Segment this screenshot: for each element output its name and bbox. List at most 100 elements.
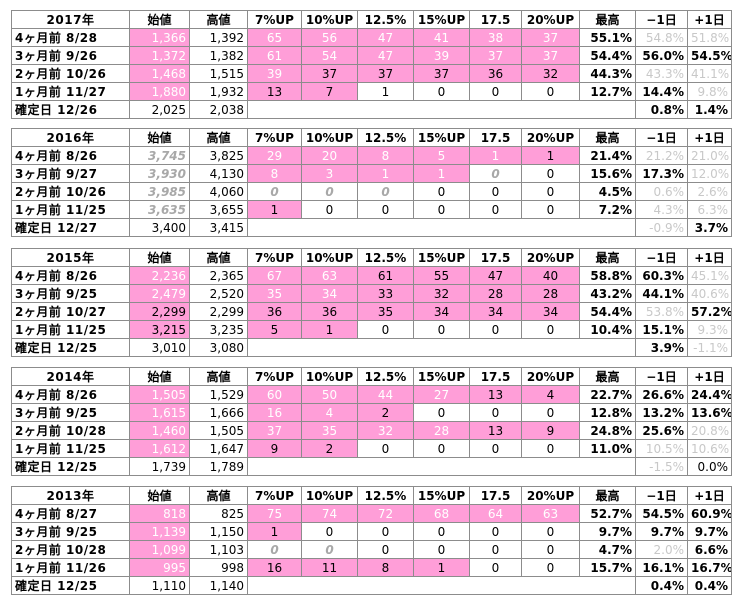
minus1-rate[interactable]: 2.0%	[635, 540, 688, 559]
count-c10[interactable]: 74	[301, 504, 358, 523]
column-header-p7[interactable]: 7%UP	[247, 128, 302, 147]
minus1-rate[interactable]: 17.3%	[635, 164, 688, 183]
open-price[interactable]: 3,215	[129, 320, 190, 339]
plus1-rate[interactable]: 0.0%	[687, 457, 732, 476]
open-price[interactable]: 1,139	[129, 522, 190, 541]
count-c125[interactable]: 33	[357, 284, 414, 303]
high-price[interactable]: 2,038	[189, 100, 248, 119]
count-c125[interactable]: 8	[357, 558, 414, 577]
empty-cell[interactable]	[247, 457, 636, 476]
open-price[interactable]: 2,299	[129, 302, 190, 321]
count-c7[interactable]: 0	[247, 540, 302, 559]
count-c175[interactable]: 0	[469, 403, 522, 422]
column-header-max[interactable]: 最高	[579, 248, 636, 267]
column-header-p125[interactable]: 12.5%	[357, 367, 414, 386]
open-price[interactable]: 995	[129, 558, 190, 577]
plus1-rate[interactable]: 9.8%	[687, 82, 732, 101]
count-c125[interactable]: 0	[357, 320, 414, 339]
column-header-high[interactable]: 高値	[189, 248, 248, 267]
count-c10[interactable]: 0	[301, 182, 358, 201]
max-rate[interactable]: 22.7%	[579, 385, 636, 404]
count-c20[interactable]: 37	[521, 46, 580, 65]
high-price[interactable]: 825	[189, 504, 248, 523]
count-c15[interactable]: 5	[413, 146, 470, 165]
minus1-rate[interactable]: -1.5%	[635, 457, 688, 476]
count-c175[interactable]: 38	[469, 28, 522, 47]
count-c20[interactable]: 34	[521, 302, 580, 321]
column-header-p175[interactable]: 17.5	[469, 486, 522, 505]
plus1-rate[interactable]: 12.0%	[687, 164, 732, 183]
count-c10[interactable]: 0	[301, 540, 358, 559]
open-price[interactable]: 1,612	[129, 439, 190, 458]
minus1-rate[interactable]: 54.5%	[635, 504, 688, 523]
row-label[interactable]: 1ヶ月前 11/27	[11, 82, 130, 101]
count-c175[interactable]: 0	[469, 164, 522, 183]
count-c10[interactable]: 54	[301, 46, 358, 65]
empty-cell[interactable]	[247, 576, 636, 595]
row-label[interactable]: 2ヶ月前 10/28	[11, 421, 130, 440]
count-c7[interactable]: 0	[247, 182, 302, 201]
count-c7[interactable]: 35	[247, 284, 302, 303]
open-price[interactable]: 1,099	[129, 540, 190, 559]
count-c7[interactable]: 8	[247, 164, 302, 183]
count-c15[interactable]: 41	[413, 28, 470, 47]
max-rate[interactable]: 9.7%	[579, 522, 636, 541]
row-label[interactable]: 確定日 12/25	[11, 457, 130, 476]
count-c15[interactable]: 0	[413, 540, 470, 559]
minus1-rate[interactable]: 14.4%	[635, 82, 688, 101]
minus1-rate[interactable]: 26.6%	[635, 385, 688, 404]
count-c7[interactable]: 16	[247, 403, 302, 422]
open-price[interactable]: 2,236	[129, 266, 190, 285]
year-label[interactable]: 2017年	[11, 10, 130, 29]
column-header-plus1[interactable]: +1日	[687, 128, 732, 147]
high-price[interactable]: 1,529	[189, 385, 248, 404]
plus1-rate[interactable]: 45.1%	[687, 266, 732, 285]
column-header-p15[interactable]: 15%UP	[413, 128, 470, 147]
count-c125[interactable]: 1	[357, 82, 414, 101]
count-c175[interactable]: 0	[469, 558, 522, 577]
high-price[interactable]: 4,060	[189, 182, 248, 201]
high-price[interactable]: 3,235	[189, 320, 248, 339]
count-c10[interactable]: 0	[301, 522, 358, 541]
count-c15[interactable]: 39	[413, 46, 470, 65]
minus1-rate[interactable]: 21.2%	[635, 146, 688, 165]
row-label[interactable]: 3ヶ月前 9/25	[11, 284, 130, 303]
plus1-rate[interactable]: 51.8%	[687, 28, 732, 47]
column-header-p15[interactable]: 15%UP	[413, 10, 470, 29]
count-c175[interactable]: 0	[469, 540, 522, 559]
row-label[interactable]: 2ヶ月前 10/26	[11, 64, 130, 83]
row-label[interactable]: 1ヶ月前 11/26	[11, 558, 130, 577]
minus1-rate[interactable]: 9.7%	[635, 522, 688, 541]
max-rate[interactable]: 44.3%	[579, 64, 636, 83]
count-c7[interactable]: 5	[247, 320, 302, 339]
plus1-rate[interactable]: 20.8%	[687, 421, 732, 440]
plus1-rate[interactable]: 13.6%	[687, 403, 732, 422]
column-header-p10[interactable]: 10%UP	[301, 486, 358, 505]
plus1-rate[interactable]: 6.6%	[687, 540, 732, 559]
open-price[interactable]: 1,460	[129, 421, 190, 440]
open-price[interactable]: 2,025	[129, 100, 190, 119]
high-price[interactable]: 3,825	[189, 146, 248, 165]
column-header-p7[interactable]: 7%UP	[247, 248, 302, 267]
minus1-rate[interactable]: 3.9%	[635, 338, 688, 357]
open-price[interactable]: 1,110	[129, 576, 190, 595]
count-c20[interactable]: 63	[521, 504, 580, 523]
plus1-rate[interactable]: 57.2%	[687, 302, 732, 321]
column-header-open[interactable]: 始値	[129, 486, 190, 505]
count-c20[interactable]: 28	[521, 284, 580, 303]
column-header-high[interactable]: 高値	[189, 486, 248, 505]
column-header-max[interactable]: 最高	[579, 486, 636, 505]
count-c7[interactable]: 65	[247, 28, 302, 47]
count-c10[interactable]: 56	[301, 28, 358, 47]
count-c20[interactable]: 0	[521, 558, 580, 577]
column-header-open[interactable]: 始値	[129, 128, 190, 147]
plus1-rate[interactable]: 0.4%	[687, 576, 732, 595]
column-header-p15[interactable]: 15%UP	[413, 367, 470, 386]
minus1-rate[interactable]: 60.3%	[635, 266, 688, 285]
max-rate[interactable]: 11.0%	[579, 439, 636, 458]
column-header-p15[interactable]: 15%UP	[413, 486, 470, 505]
column-header-p20[interactable]: 20%UP	[521, 10, 580, 29]
max-rate[interactable]: 4.5%	[579, 182, 636, 201]
count-c15[interactable]: 0	[413, 522, 470, 541]
row-label[interactable]: 4ヶ月前 8/26	[11, 385, 130, 404]
